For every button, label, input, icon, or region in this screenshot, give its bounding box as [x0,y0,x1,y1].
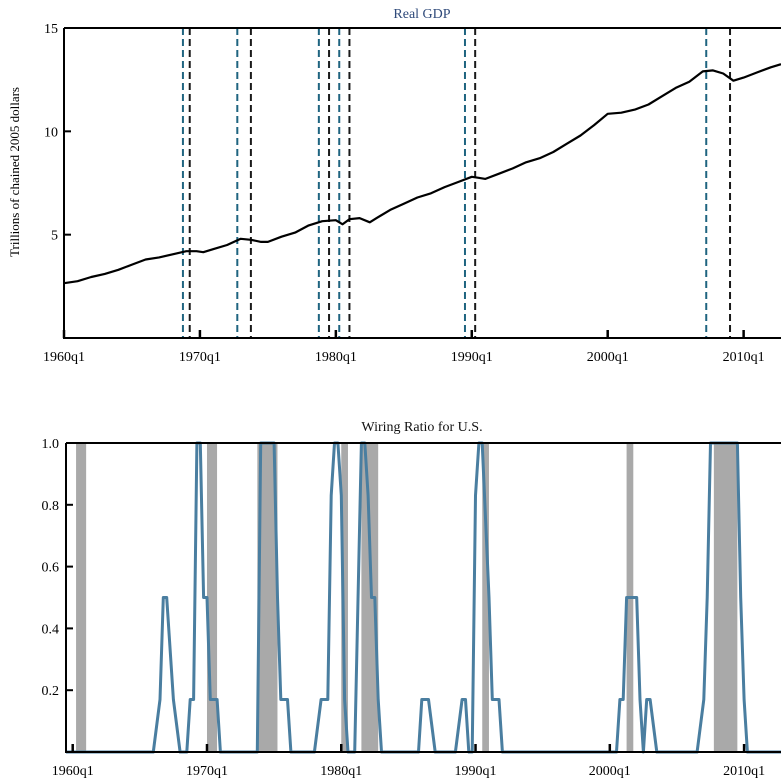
y-tick-label: 0.2 [42,684,60,699]
y-tick-label: 5 [51,229,58,244]
x-tick-label: 2000q1 [589,764,631,779]
y-tick-label: 10 [44,125,58,140]
y-tick-label: 0.6 [42,561,60,576]
gdp-series-line [63,63,781,285]
wiring-marks [66,441,781,754]
x-tick-label: 2010q1 [723,764,765,779]
wiring-axis-frame [65,442,781,753]
wiring-title: Wiring Ratio for U.S. [361,420,482,435]
wiring-ticks: 0.2 0.4 0.6 0.8 1.0 1960q1 1970q1 1980q1 1990q1 2… [42,437,766,779]
gdp-axis-frame [63,27,781,339]
x-tick-label: 1970q1 [179,350,221,365]
x-tick-label: 1980q1 [320,764,362,779]
x-tick-label: 2010q1 [723,350,765,365]
recession-shade [76,443,87,752]
gdp-panel: Real GDP Trillions of chained 2005 dolla… [7,7,781,365]
x-tick-label: 1960q1 [43,350,85,365]
x-tick-label: 1990q1 [455,764,497,779]
x-tick-label: 1980q1 [315,350,357,365]
gdp-marks [63,28,781,338]
y-tick-label: 0.8 [42,499,60,514]
y-tick-label: 15 [44,22,58,37]
y-tick-label: 0.4 [42,622,60,637]
x-tick-label: 1970q1 [186,764,228,779]
gdp-y-axis-label: Trillions of chained 2005 dollars [7,87,22,257]
x-tick-label: 2000q1 [587,350,629,365]
wiring-panel: Wiring Ratio for U.S. 0.2 0.4 0.6 0.8 1.0 196… [42,420,781,779]
gdp-title: Real GDP [393,7,450,22]
recession-shade [482,443,489,752]
gdp-ticks: 5 10 15 1960q1 1970q1 1980q1 1990q1 2000q1 2010q… [43,22,765,365]
recession-shade [206,443,218,752]
recession-shade [713,443,738,752]
recession-shade [257,443,278,752]
x-tick-label: 1960q1 [52,764,94,779]
y-tick-label: 1.0 [42,437,60,452]
wiring-series-line [66,441,781,754]
recession-shade [361,443,379,752]
recession-shade [341,443,348,752]
x-tick-label: 1990q1 [451,350,493,365]
